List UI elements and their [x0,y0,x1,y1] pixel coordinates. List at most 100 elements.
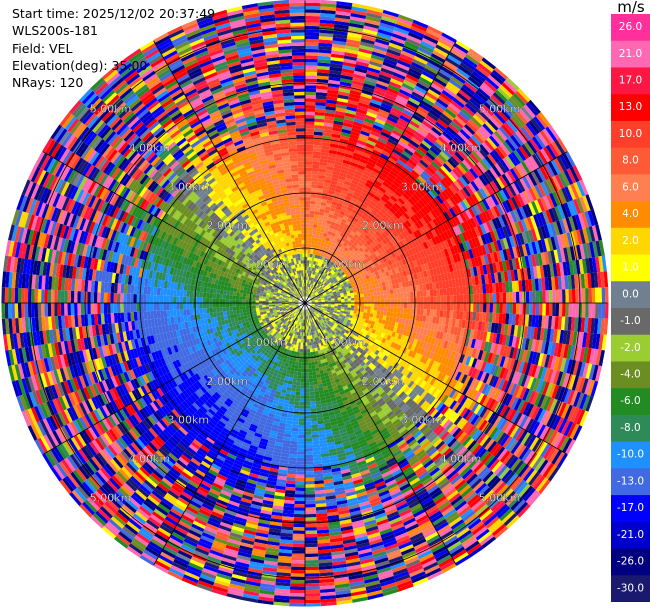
velocity-cell [355,200,363,206]
velocity-cell [409,64,424,74]
velocity-cell [305,121,315,125]
velocity-cell [305,177,312,182]
velocity-cell [345,109,357,115]
velocity-cell [311,171,319,175]
velocity-cell [357,303,362,306]
velocity-cell [329,183,337,189]
velocity-cell [396,120,408,129]
velocity-cell [367,306,371,310]
velocity-cell [326,258,330,263]
velocity-cell [364,117,375,125]
velocity-cell [415,164,425,173]
velocity-cell [305,68,318,73]
velocity-cell [601,303,606,319]
velocity-cell [341,162,350,168]
velocity-cell [396,187,405,196]
velocity-cell [348,164,357,171]
velocity-cell [309,287,312,291]
velocity-cell [509,292,513,303]
velocity-cell [321,279,325,284]
velocity-cell [335,10,351,17]
velocity-cell [326,234,331,239]
velocity-cell [423,94,437,104]
velocity-cell [406,174,416,183]
velocity-cell [338,91,350,97]
velocity-cell [321,142,331,147]
velocity-cell [522,291,527,303]
velocity-cell [305,151,313,155]
velocity-cell [327,196,334,201]
velocity-cell [381,16,397,24]
velocity-cell [384,122,395,130]
velocity-cell [338,224,344,230]
velocity-cell [330,53,345,59]
velocity-cell [322,215,329,221]
velocity-cell [310,250,314,255]
velocity-cell [312,250,316,255]
velocity-cell [385,119,397,127]
velocity-cell [312,289,316,293]
velocity-cell [363,228,369,235]
velocity-cell [316,288,319,292]
velocity-cell [441,32,457,43]
velocity-cell [328,264,333,269]
velocity-cell [344,115,355,122]
velocity-cell [319,208,325,213]
velocity-cell [324,206,331,211]
velocity-cell [436,303,441,311]
velocity-cell [351,179,359,186]
velocity-cell [379,153,390,161]
velocity-cell [344,305,348,308]
velocity-cell [380,310,384,316]
velocity-cell [349,251,354,257]
velocity-cell [394,123,406,132]
velocity-cell [359,225,366,232]
velocity-cell [309,270,312,274]
velocity-cell [312,277,315,282]
velocity-cell [472,285,477,295]
velocity-cell [305,141,314,145]
velocity-cell [305,253,308,257]
velocity-cell [448,102,461,114]
velocity-cell [397,117,409,126]
velocity-cell [308,233,313,238]
velocity-cell [373,89,386,97]
velocity-cell [316,188,324,193]
velocity-cell [352,217,359,223]
velocity-cell [370,130,381,138]
velocity-cell [364,167,373,174]
velocity-cell [315,275,319,280]
velocity-cell [411,153,422,162]
velocity-cell [366,309,371,314]
velocity-cell [335,185,343,190]
velocity-cell [348,185,356,192]
velocity-cell [314,211,320,215]
velocity-cell [315,95,327,100]
velocity-cell [308,287,311,291]
velocity-cell [463,303,467,312]
velocity-cell [378,73,392,82]
velocity-cell [388,113,400,121]
velocity-cell [374,204,382,211]
velocity-cell [479,85,493,97]
velocity-cell [311,284,314,289]
velocity-cell [305,220,310,224]
velocity-cell [430,53,446,63]
velocity-cell [332,123,343,129]
velocity-cell [305,88,317,93]
velocity-cell [391,167,400,175]
velocity-cell [366,12,382,20]
velocity-cell [456,113,469,124]
velocity-cell [316,194,322,199]
velocity-cell [397,14,414,23]
velocity-cell [337,94,349,100]
velocity-cell [342,258,347,264]
velocity-cell [305,48,319,53]
velocity-cell [347,241,353,247]
velocity-cell [318,36,333,41]
velocity-cell [440,295,444,303]
velocity-cell [366,194,374,201]
velocity-cell [420,100,433,110]
velocity-cell [327,216,333,222]
velocity-cell [419,43,434,54]
